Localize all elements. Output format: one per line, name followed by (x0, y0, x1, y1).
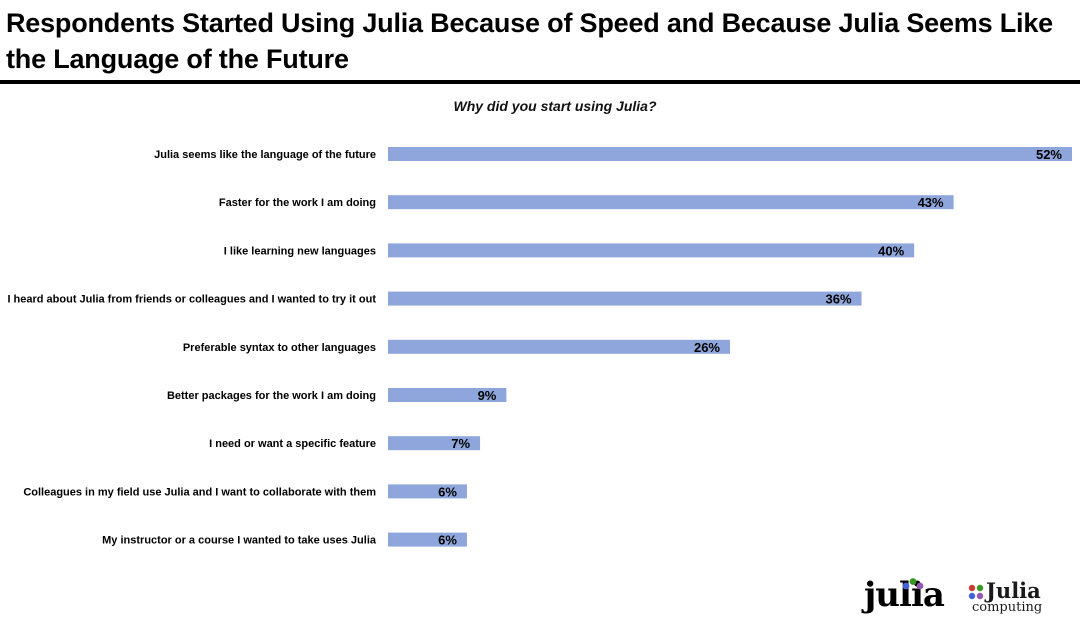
category-label: I need or want a specific feature (209, 438, 376, 450)
bar (388, 291, 862, 306)
chart-title: Why did you start using Julia? (453, 98, 657, 114)
category-label: Preferable syntax to other languages (183, 342, 376, 354)
bar (388, 388, 507, 402)
julia-computing-logo: Julia computing (968, 578, 1058, 622)
bar (388, 147, 1072, 161)
bar (388, 484, 467, 499)
category-label: I like learning new languages (224, 245, 376, 257)
julia-computing-word: Julia (986, 578, 1041, 603)
data-label: 6% (438, 484, 457, 499)
data-label: 7% (451, 436, 470, 451)
category-label: Better packages for the work I am doing (167, 390, 376, 402)
bar (388, 339, 730, 354)
data-label: 9% (478, 388, 497, 403)
data-label: 26% (694, 340, 720, 355)
bar-chart: Julia seems like the language of the fut… (7, 147, 1072, 548)
bar (388, 532, 467, 547)
bar (388, 243, 915, 258)
category-label: My instructor or a course I wanted to ta… (102, 535, 377, 547)
julia-computing-dots-icon (968, 584, 984, 600)
data-label: 52% (1036, 147, 1062, 162)
category-label: Julia seems like the language of the fut… (154, 149, 376, 161)
bar (388, 436, 481, 451)
julia-logo-dots-icon (902, 578, 924, 590)
data-label: 36% (826, 292, 852, 307)
julia-computing-sub: computing (972, 600, 1043, 615)
bar (388, 195, 954, 210)
slide-title: Respondents Started Using Julia Because … (6, 8, 1053, 74)
category-label: Colleagues in my field use Julia and I w… (23, 486, 376, 498)
data-label: 43% (918, 195, 944, 210)
title-divider (0, 80, 1080, 84)
data-label: 40% (878, 243, 904, 258)
category-label: Faster for the work I am doing (219, 197, 376, 209)
data-label: 6% (438, 533, 457, 548)
category-label: I heard about Julia from friends or coll… (7, 294, 376, 306)
